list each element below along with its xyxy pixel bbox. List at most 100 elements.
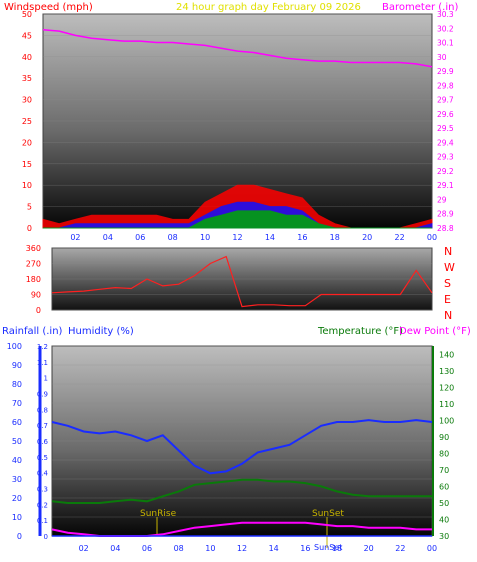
rainfall-y-tick-label: 0.9: [37, 391, 48, 399]
humidity-y-tick-label: 10: [12, 513, 22, 522]
humidity-y-tick-label: 0: [17, 532, 22, 541]
x-tick-label: 04: [110, 544, 120, 553]
sunset-label: SunSet: [312, 509, 344, 519]
rainfall-y-tick-label: 0.3: [37, 486, 48, 494]
x-tick-label: 20: [362, 233, 372, 242]
direction-y-tick-label: 90: [31, 291, 41, 300]
x-tick-label: 08: [168, 233, 178, 242]
temperature-y-tick-label: 130: [439, 367, 454, 376]
barometer-y-tick-label: 29.3: [437, 153, 454, 162]
humidity-y-tick-label: 30: [12, 475, 22, 484]
barometer-y-tick-label: 29.7: [437, 96, 454, 105]
wind-y-tick-label: 10: [22, 181, 32, 190]
rainfall-y-tick-label: 0.5: [37, 454, 48, 462]
compass-letter: N: [444, 309, 452, 322]
x-tick-label: 14: [269, 544, 279, 553]
humidity-y-tick-label: 100: [7, 342, 22, 351]
x-tick-label: 00: [427, 233, 437, 242]
barometer-y-tick-label: 30.1: [437, 39, 454, 48]
wind-y-tick-label: 40: [22, 53, 32, 62]
direction-line: [51, 255, 433, 308]
humidity-y-tick-label: 20: [12, 494, 22, 503]
x-tick-label: 02: [79, 544, 89, 553]
barometer-line: [42, 28, 433, 68]
rainfall-y-tick-label: 0.4: [37, 470, 49, 478]
humidity-y-tick-label: 90: [12, 361, 22, 370]
barometer-y-tick-label: 30.2: [437, 24, 454, 33]
temperature-y-tick-label: 100: [439, 416, 454, 425]
rainfall-y-tick-label: 0.7: [37, 422, 48, 430]
x-tick-label: 10: [205, 544, 215, 553]
windspeed-label: Windspeed (mph): [4, 2, 93, 13]
temperature-y-tick-label: 90: [439, 433, 449, 442]
barometer-y-tick-label: 29.1: [437, 181, 454, 190]
temperature-y-tick-label: 110: [439, 400, 454, 409]
rainfall-y-tick-label: 0: [44, 533, 48, 541]
direction-y-tick-label: 270: [26, 260, 41, 269]
rainfall-y-tick-label: 1.1: [37, 359, 48, 367]
x-tick-label: 12: [237, 544, 247, 553]
barometer-y-tick-label: 29.5: [437, 124, 454, 133]
direction-y-tick-label: 180: [26, 275, 41, 284]
x-tick-label: 18: [330, 233, 340, 242]
humidity-label: Humidity (%): [68, 326, 134, 337]
temperature-y-tick-label: 50: [439, 499, 449, 508]
rainfall-y-tick-label: 0.8: [37, 406, 48, 414]
barometer-y-tick-label: 29.8: [437, 81, 454, 90]
direction-y-tick-label: 0: [36, 306, 41, 315]
temperature-y-tick-label: 80: [439, 449, 449, 458]
rainfall-y-tick-label: 1: [44, 375, 48, 383]
direction-y-tick-label: 360: [26, 244, 41, 253]
humidity-y-tick-label: 40: [12, 456, 22, 465]
x-tick-label: 16: [297, 233, 307, 242]
wind-y-tick-label: 25: [22, 117, 32, 126]
temperature-line: [51, 478, 432, 504]
compass-letter: E: [444, 293, 451, 306]
temperature-y-tick-label: 70: [439, 466, 449, 475]
humidity-y-tick-label: 50: [12, 437, 22, 446]
wind-y-tick-label: 35: [22, 74, 32, 83]
x-tick-label: 22: [394, 233, 404, 242]
x-tick-label: 20: [364, 544, 374, 553]
barometer-y-tick-label: 30.3: [437, 10, 454, 19]
barometer-y-tick-label: 29.4: [437, 138, 454, 147]
rainfall-label: Rainfall (.in): [2, 326, 63, 337]
wind-y-tick-label: 15: [22, 160, 32, 169]
x-tick-label: 06: [142, 544, 152, 553]
compass-letter: W: [444, 261, 455, 274]
wind-series-area-2: [43, 210, 432, 229]
compass-letter: N: [444, 245, 452, 258]
graph-title: 24 hour graph day February 09 2026: [176, 2, 361, 13]
sunset-axis-label: SunSet: [314, 543, 342, 552]
barometer-y-tick-label: 28.8: [437, 224, 454, 233]
barometer-y-tick-label: 30: [437, 53, 447, 62]
temperature-y-tick-label: 30: [439, 532, 449, 541]
x-tick-label: 10: [200, 233, 210, 242]
wind-y-tick-label: 50: [22, 10, 32, 19]
dewpoint-label: Dew Point (°F): [399, 326, 471, 337]
rainfall-y-tick-label: 1.2: [37, 343, 48, 351]
x-tick-label: 22: [395, 544, 405, 553]
wind-y-tick-label: 30: [22, 96, 32, 105]
x-tick-label: 12: [232, 233, 242, 242]
barometer-y-tick-label: 29.9: [437, 67, 454, 76]
wind-y-tick-label: 45: [22, 31, 32, 40]
wind-y-tick-label: 20: [22, 138, 32, 147]
temperature-y-tick-label: 60: [439, 482, 449, 491]
x-tick-label: 08: [174, 544, 184, 553]
temperature-y-tick-label: 40: [439, 515, 449, 524]
temperature-label: Temperature (°F): [317, 326, 403, 337]
wind-y-tick-label: 5: [27, 203, 32, 212]
barometer-label: Barometer (.in): [382, 2, 458, 13]
rainfall-y-tick-label: 0.1: [37, 517, 48, 525]
x-tick-label: 06: [135, 233, 145, 242]
barometer-y-tick-label: 29.6: [437, 110, 454, 119]
wind-y-tick-label: 0: [27, 224, 32, 233]
barometer-y-tick-label: 28.9: [437, 210, 454, 219]
humidity-y-tick-label: 70: [12, 399, 22, 408]
rainfall-y-tick-label: 0.2: [37, 501, 48, 509]
humidity-y-tick-label: 60: [12, 418, 22, 427]
